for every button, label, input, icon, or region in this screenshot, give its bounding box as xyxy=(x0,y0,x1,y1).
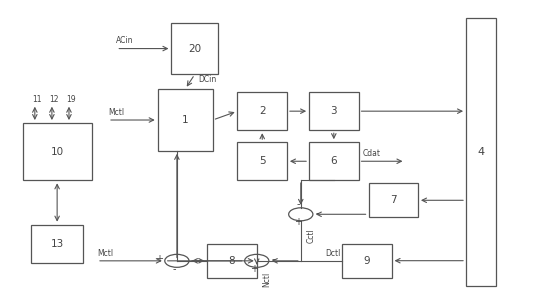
Text: Dctl: Dctl xyxy=(326,249,341,258)
Text: -: - xyxy=(296,199,300,209)
Text: +: + xyxy=(250,264,258,274)
Text: 4: 4 xyxy=(477,147,485,157)
Text: ACin: ACin xyxy=(116,36,134,45)
Text: 2: 2 xyxy=(259,106,266,116)
Text: 8: 8 xyxy=(229,256,235,266)
Bar xyxy=(369,183,418,217)
Bar xyxy=(466,18,496,287)
Text: 7: 7 xyxy=(390,195,396,205)
Bar xyxy=(23,123,92,180)
Text: -: - xyxy=(172,264,176,274)
Bar xyxy=(158,89,213,151)
Bar xyxy=(342,244,391,278)
Bar xyxy=(237,142,287,180)
Text: +: + xyxy=(155,254,163,264)
Text: 12: 12 xyxy=(49,95,59,104)
Text: Nctl: Nctl xyxy=(262,272,271,287)
Bar xyxy=(31,225,83,263)
Text: 3: 3 xyxy=(331,106,337,116)
Bar xyxy=(309,92,359,130)
Text: 11: 11 xyxy=(32,95,41,104)
Text: 20: 20 xyxy=(188,44,201,54)
Bar xyxy=(207,244,257,278)
Text: 13: 13 xyxy=(50,239,64,249)
Text: 1: 1 xyxy=(182,115,188,125)
Text: 19: 19 xyxy=(66,95,76,104)
Text: 9: 9 xyxy=(364,256,370,266)
Text: 5: 5 xyxy=(259,156,266,166)
Bar xyxy=(309,142,359,180)
Text: 6: 6 xyxy=(331,156,337,166)
Bar xyxy=(237,92,287,130)
Text: +: + xyxy=(294,217,302,227)
Text: DCin: DCin xyxy=(198,75,216,84)
Text: -: - xyxy=(272,254,275,264)
Text: Cctl: Cctl xyxy=(306,229,315,243)
Bar xyxy=(171,23,218,74)
Text: Mctl: Mctl xyxy=(97,249,113,258)
Text: 10: 10 xyxy=(51,147,63,157)
Text: Mctl: Mctl xyxy=(108,108,124,117)
Text: -: - xyxy=(316,208,319,218)
Text: Cdat: Cdat xyxy=(363,149,381,158)
